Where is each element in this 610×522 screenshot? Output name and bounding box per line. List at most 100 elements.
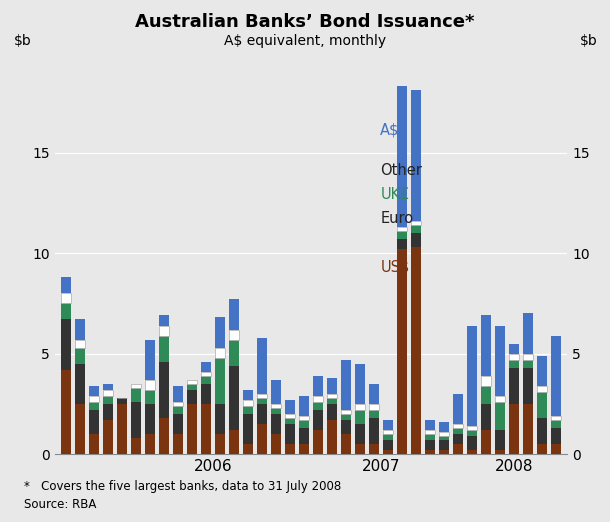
Bar [173, 402, 183, 406]
Bar [495, 402, 505, 430]
Bar [159, 418, 169, 454]
Bar [383, 430, 393, 434]
Bar [327, 420, 337, 454]
Bar [257, 404, 267, 424]
Bar [355, 364, 365, 404]
Bar [523, 313, 533, 354]
Bar [103, 396, 113, 404]
Bar [523, 367, 533, 404]
Bar [411, 233, 421, 247]
Bar [271, 414, 281, 434]
Bar [201, 384, 211, 404]
Bar [145, 434, 155, 454]
Bar [453, 444, 463, 454]
Bar [229, 329, 239, 340]
Bar [327, 394, 337, 398]
Bar [215, 317, 225, 348]
Bar [187, 380, 197, 384]
Bar [481, 430, 491, 454]
Bar [89, 434, 99, 454]
Bar [75, 348, 85, 364]
Bar [383, 450, 393, 454]
Bar [257, 424, 267, 454]
Bar [425, 434, 435, 440]
Bar [61, 370, 71, 454]
Bar [327, 378, 337, 394]
Text: Source: RBA: Source: RBA [24, 497, 97, 511]
Bar [397, 239, 407, 249]
Bar [215, 434, 225, 454]
Bar [341, 420, 351, 434]
Bar [495, 326, 505, 396]
Bar [201, 372, 211, 376]
Bar [285, 418, 295, 424]
Bar [425, 450, 435, 454]
Bar [453, 428, 463, 434]
Bar [551, 420, 561, 428]
Bar [411, 90, 421, 221]
Bar [271, 380, 281, 404]
Bar [159, 336, 169, 362]
Bar [103, 390, 113, 396]
Bar [173, 414, 183, 434]
Bar [243, 444, 253, 454]
Bar [313, 430, 323, 454]
Bar [411, 225, 421, 233]
Bar [383, 434, 393, 440]
Bar [397, 86, 407, 227]
Bar [103, 420, 113, 454]
Bar [117, 404, 127, 454]
Bar [439, 440, 449, 450]
Bar [243, 406, 253, 414]
Bar [495, 450, 505, 454]
Bar [131, 384, 141, 388]
Bar [355, 404, 365, 410]
Bar [481, 315, 491, 376]
Bar [481, 376, 491, 386]
Bar [327, 404, 337, 420]
Bar [229, 340, 239, 366]
Bar [509, 367, 519, 404]
Bar [355, 424, 365, 444]
Bar [551, 416, 561, 420]
Bar [383, 420, 393, 430]
Bar [481, 386, 491, 404]
Bar [299, 420, 309, 428]
Bar [89, 396, 99, 402]
Bar [173, 406, 183, 414]
Bar [229, 430, 239, 454]
Bar [243, 414, 253, 444]
Bar [537, 444, 547, 454]
Bar [187, 390, 197, 404]
Bar [89, 386, 99, 396]
Bar [187, 384, 197, 390]
Bar [425, 440, 435, 450]
Bar [75, 364, 85, 404]
Bar [145, 390, 155, 404]
Bar [425, 430, 435, 434]
Bar [327, 398, 337, 404]
Bar [257, 394, 267, 398]
Bar [299, 396, 309, 416]
Bar [467, 430, 477, 436]
Bar [425, 420, 435, 430]
Text: UK£: UK£ [380, 187, 410, 202]
Bar [523, 404, 533, 454]
Bar [467, 426, 477, 430]
Bar [299, 428, 309, 444]
Text: A$: A$ [380, 123, 400, 138]
Bar [397, 249, 407, 454]
Bar [537, 418, 547, 444]
Bar [215, 358, 225, 404]
Bar [229, 366, 239, 430]
Bar [369, 384, 379, 404]
Bar [537, 355, 547, 386]
Bar [523, 354, 533, 360]
Bar [201, 376, 211, 384]
Bar [341, 434, 351, 454]
Bar [89, 410, 99, 434]
Bar [369, 418, 379, 444]
Bar [173, 434, 183, 454]
Bar [257, 338, 267, 394]
Bar [383, 440, 393, 450]
